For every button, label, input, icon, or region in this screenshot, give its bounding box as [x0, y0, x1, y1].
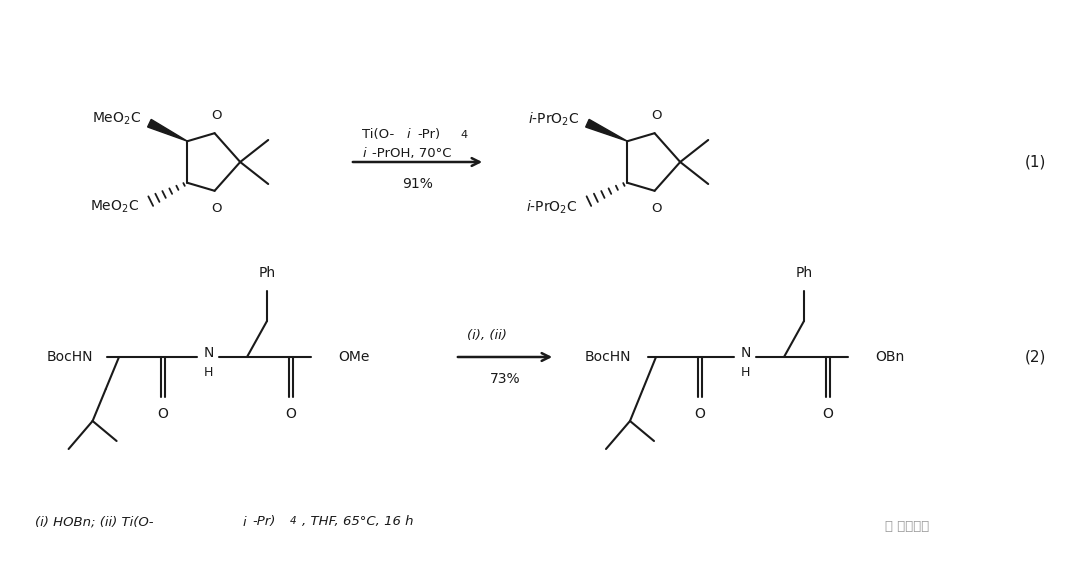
Text: O: O [285, 407, 296, 421]
Text: MeO$_2$C: MeO$_2$C [92, 111, 141, 128]
Text: BocHN: BocHN [584, 350, 631, 364]
Text: Ph: Ph [258, 266, 275, 280]
Text: O: O [212, 202, 221, 215]
Text: N: N [741, 346, 752, 360]
Text: (i), (ii): (i), (ii) [467, 328, 507, 341]
Text: 4: 4 [291, 516, 297, 526]
Text: OBn: OBn [875, 350, 904, 364]
Text: (i) HOBn; (ii) Ti(O-: (i) HOBn; (ii) Ti(O- [35, 515, 153, 528]
Text: N: N [204, 346, 214, 360]
Polygon shape [148, 120, 188, 141]
Text: H: H [204, 366, 214, 379]
Text: i: i [406, 128, 410, 141]
Text: 🐾 有机合成: 🐾 有机合成 [885, 521, 929, 534]
Text: (1): (1) [1024, 154, 1045, 170]
Text: BocHN: BocHN [46, 350, 93, 364]
Text: $i$-PrO$_2$C: $i$-PrO$_2$C [526, 198, 578, 215]
Text: Ti(O-: Ti(O- [363, 128, 395, 141]
Text: Ph: Ph [796, 266, 812, 280]
Text: O: O [212, 109, 221, 122]
Text: -Pr): -Pr) [418, 128, 441, 141]
Text: O: O [651, 109, 662, 122]
Text: $i$-PrO$_2$C: $i$-PrO$_2$C [528, 111, 579, 128]
Text: O: O [823, 407, 834, 421]
Text: i: i [363, 146, 366, 159]
Text: (2): (2) [1024, 349, 1045, 365]
Text: MeO$_2$C: MeO$_2$C [91, 198, 139, 215]
Text: O: O [694, 407, 705, 421]
Text: , THF, 65°C, 16 h: , THF, 65°C, 16 h [302, 515, 414, 528]
Text: 91%: 91% [402, 177, 433, 191]
Text: O: O [651, 202, 662, 215]
Polygon shape [585, 120, 627, 141]
Text: i: i [243, 515, 246, 528]
Text: O: O [158, 407, 168, 421]
Text: 4: 4 [460, 130, 468, 140]
Text: -Pr): -Pr) [252, 515, 275, 528]
Text: OMe: OMe [338, 350, 369, 364]
Text: 73%: 73% [489, 372, 521, 386]
Text: -PrOH, 70°C: -PrOH, 70°C [372, 146, 451, 159]
Text: H: H [741, 366, 751, 379]
